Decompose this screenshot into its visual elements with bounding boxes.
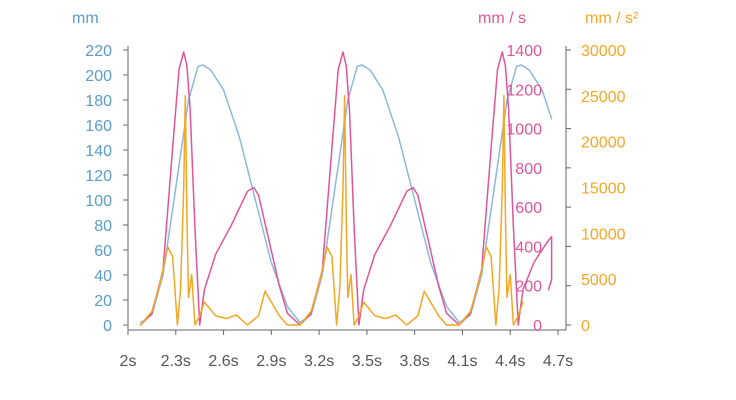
left-tick-label: 60	[94, 243, 112, 260]
left-tick-label: 140	[85, 143, 112, 160]
axis-lines	[123, 46, 571, 335]
right2-tick-label: 20000	[581, 135, 626, 152]
right2-tick-label: 10000	[581, 226, 626, 243]
left-axis-unit: mm	[72, 10, 99, 27]
x-tick-label: 3.5s	[352, 353, 382, 370]
left-tick-label: 220	[85, 43, 112, 60]
right2-tick-label: 5000	[581, 272, 617, 289]
right1-tick-label: 1000	[506, 122, 542, 139]
right2-tick-label: 0	[581, 318, 590, 335]
left-tick-label: 120	[85, 168, 112, 185]
velocity-series-line	[139, 51, 553, 326]
left-tick-label: 40	[94, 268, 112, 285]
right1-tick-label: 800	[515, 161, 542, 178]
x-tick-label: 2.9s	[256, 353, 286, 370]
right1-tick-label: 1200	[506, 82, 542, 99]
velocity-axis-unit: mm / s	[478, 10, 526, 27]
x-tick-label: 2.6s	[208, 353, 238, 370]
x-tick-label: 4.7s	[543, 353, 573, 370]
position-series-line	[139, 64, 553, 324]
x-tick-label: 4.1s	[447, 353, 477, 370]
left-tick-label: 200	[85, 68, 112, 85]
right1-tick-label: 200	[515, 279, 542, 296]
acceleration-axis-unit: mm / s²	[585, 10, 639, 27]
x-tick-label: 2.3s	[161, 353, 191, 370]
series-group	[139, 51, 553, 326]
right2-tick-label: 15000	[581, 181, 626, 198]
left-tick-label: 20	[94, 293, 112, 310]
right1-tick-label: 0	[533, 318, 542, 335]
tick-labels: 2s 2.3s 2.6s 2.9s 3.2s 3.5s 3.8s 4.1s 4.4s 4.7s 0 2…	[85, 43, 625, 370]
left-tick-label: 0	[103, 318, 112, 335]
left-tick-label: 80	[94, 218, 112, 235]
right2-tick-label: 30000	[581, 43, 626, 60]
x-tick-label: 3.8s	[400, 353, 430, 370]
x-tick-label: 4.4s	[495, 353, 525, 370]
right1-tick-label: 400	[515, 239, 542, 256]
left-tick-label: 180	[85, 93, 112, 110]
right1-tick-label: 1400	[506, 43, 542, 60]
acceleration-series-line	[139, 95, 524, 326]
left-tick-label: 100	[85, 193, 112, 210]
right1-tick-label: 600	[515, 200, 542, 217]
x-tick-label: 3.2s	[304, 353, 334, 370]
x-tick-label: 2s	[120, 353, 137, 370]
left-tick-label: 160	[85, 118, 112, 135]
right2-tick-label: 25000	[581, 89, 626, 106]
